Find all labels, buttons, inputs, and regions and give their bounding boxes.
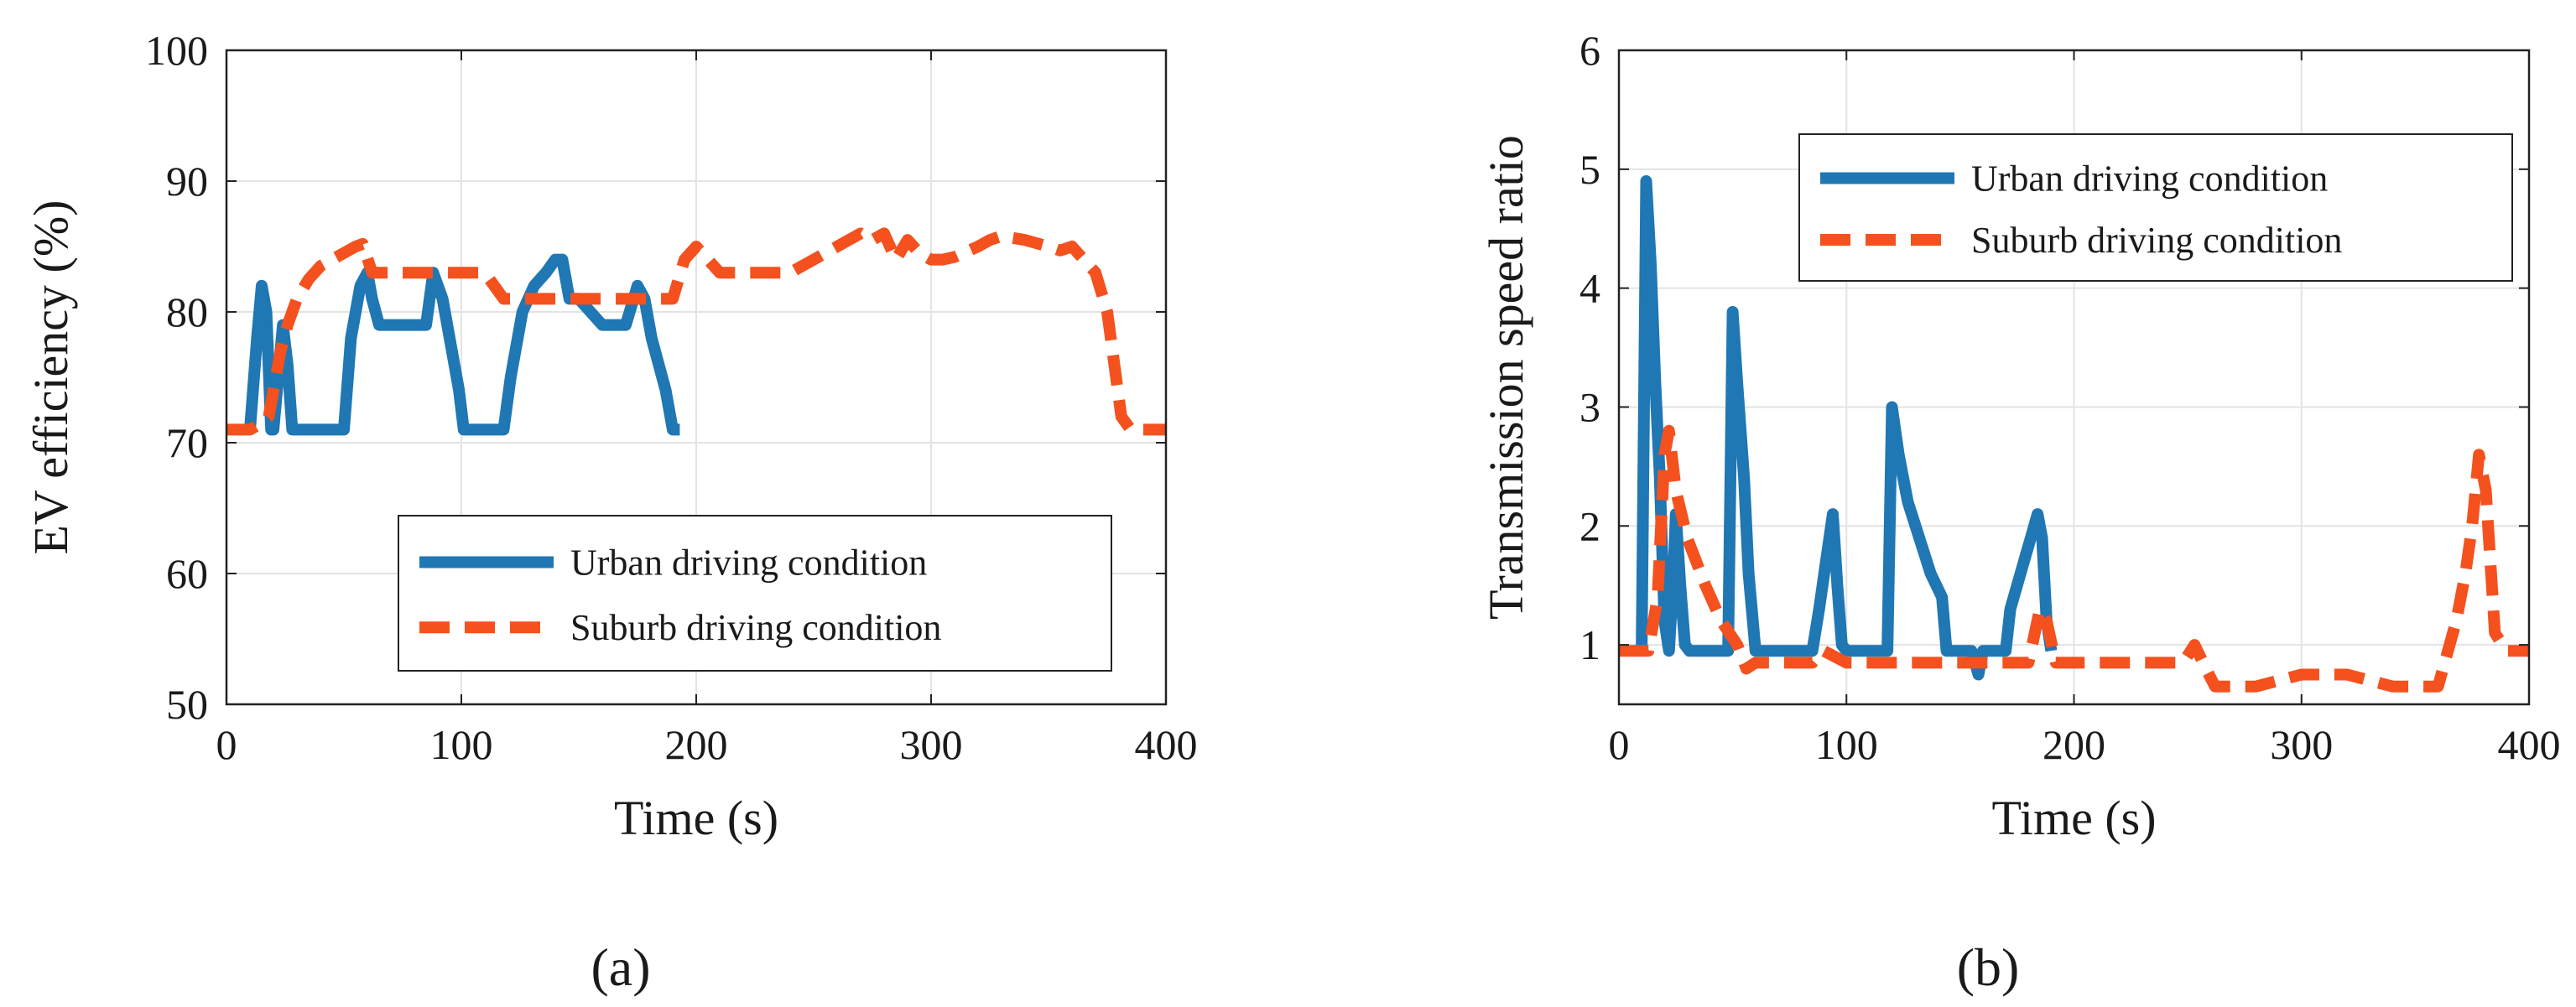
chart-a-y-tick-label: 50 bbox=[166, 681, 208, 728]
chart-b-series-urban-line bbox=[1636, 175, 2058, 681]
chart-a-y-tick-label: 100 bbox=[145, 27, 208, 74]
chart-b-y-tick-label: 3 bbox=[1579, 383, 1600, 430]
chart-a-series-suburb-line bbox=[226, 227, 1166, 436]
chart-b-x-tick-label: 0 bbox=[1609, 721, 1630, 768]
chart-b-legend-label-suburb: Suburb driving condition bbox=[1971, 220, 2342, 261]
chart-a-legend-box bbox=[398, 515, 1112, 672]
chart-b-x-tick-label: 200 bbox=[2043, 721, 2105, 768]
chart-b-legend-box bbox=[1798, 133, 2513, 282]
chart-b-plot-area bbox=[1619, 175, 2529, 693]
chart-b-x-tick-label: 100 bbox=[1815, 721, 1878, 768]
chart-b-y-tick-label: 6 bbox=[1579, 27, 1600, 74]
chart-b-y-tick-label: 2 bbox=[1579, 502, 1600, 549]
chart-b-x-ticks: 0 100 200 300 400 bbox=[1609, 50, 2561, 768]
chart-a-legend: Urban driving condition Suburb driving c… bbox=[398, 515, 1112, 672]
chart-b-x-tick-label: 300 bbox=[2270, 721, 2333, 768]
chart-a-plot-area bbox=[226, 227, 1166, 436]
chart-b-caption: (b) bbox=[1957, 937, 2020, 997]
chart-a-y-tick-label: 90 bbox=[166, 158, 208, 205]
chart-b-x-axis-label: Time (s) bbox=[1991, 791, 2156, 845]
chart-b-y-axis-label: Transmission speed ratio bbox=[1479, 135, 1533, 620]
chart-b-legend: Urban driving condition Suburb driving c… bbox=[1798, 133, 2513, 282]
chart-a-caption: (a) bbox=[591, 937, 650, 997]
chart-a-series-urban-line bbox=[244, 253, 680, 436]
chart-a-y-ticks: 50 60 70 80 90 100 bbox=[145, 27, 1166, 728]
chart-a-legend-label-urban: Urban driving condition bbox=[570, 542, 927, 584]
chart-b-y-tick-label: 1 bbox=[1579, 621, 1600, 668]
chart-b-y-tick-label: 4 bbox=[1579, 265, 1600, 312]
chart-a-x-tick-label: 300 bbox=[900, 721, 963, 768]
chart-a-x-tick-label: 400 bbox=[1135, 721, 1198, 768]
chart-b: 0 100 200 300 400 1 2 3 4 5 6 Time (s) Transmissi… bbox=[1479, 27, 2561, 997]
chart-a-x-tick-label: 100 bbox=[430, 721, 493, 768]
chart-a-x-tick-label: 0 bbox=[216, 721, 237, 768]
chart-b-legend-label-urban: Urban driving condition bbox=[1971, 158, 2328, 200]
chart-b-x-tick-label: 400 bbox=[2498, 721, 2561, 768]
chart-a-y-tick-label: 70 bbox=[166, 419, 208, 466]
chart-a-y-tick-label: 80 bbox=[166, 288, 208, 335]
chart-a-y-tick-label: 60 bbox=[166, 550, 208, 597]
chart-b-y-tick-label: 5 bbox=[1579, 146, 1600, 193]
chart-a-x-tick-label: 200 bbox=[665, 721, 728, 768]
chart-b-grid bbox=[1618, 49, 2530, 704]
chart-b-y-ticks: 1 2 3 4 5 6 bbox=[1579, 27, 2529, 668]
chart-a-x-axis-label: Time (s) bbox=[614, 791, 778, 845]
chart-a: 0 100 200 300 400 50 60 70 80 90 100 Time (s) EV … bbox=[23, 27, 1198, 997]
chart-b-series-suburb-line bbox=[1619, 424, 2529, 693]
chart-a-x-ticks: 0 100 200 300 400 bbox=[216, 50, 1198, 768]
chart-a-legend-label-suburb: Suburb driving condition bbox=[570, 607, 941, 648]
chart-a-y-axis-label: EV efficiency (%) bbox=[23, 200, 78, 555]
